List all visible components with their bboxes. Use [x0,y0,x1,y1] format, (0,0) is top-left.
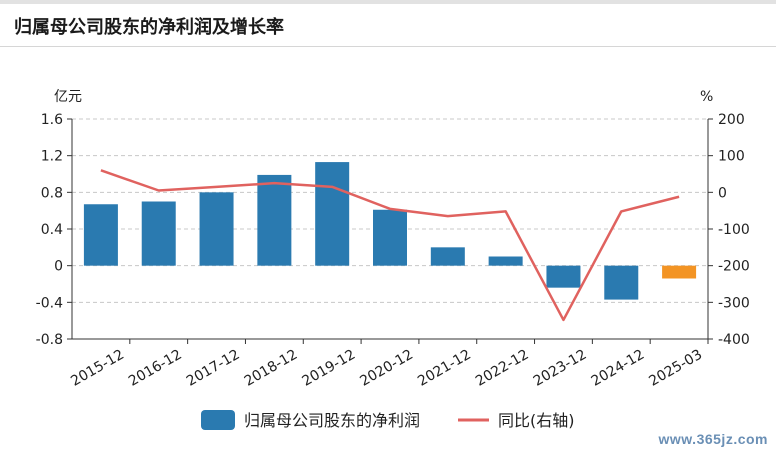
legend: 归属母公司股东的净利润 同比(右轴) [201,410,575,430]
x-tick-label: 2022-12 [473,347,532,390]
x-tick-label: 2017-12 [184,347,243,390]
top-bar [0,0,776,4]
bar [546,265,581,288]
left-tick-label: 1.6 [41,112,63,128]
bar [257,174,292,266]
x-tick-label: 2019-12 [300,347,359,390]
legend-bar-swatch [201,410,235,430]
right-axis-unit: % [700,89,713,105]
left-tick-label: 0.8 [41,185,63,201]
chart-title: 归属母公司股东的净利润及增长率 [14,17,284,38]
left-tick-label: 0 [54,259,63,275]
bar [373,209,407,266]
left-tick-label: 0.4 [41,222,63,238]
left-axis-unit: 亿元 [54,89,82,105]
bar [662,265,697,279]
right-tick-label: -200 [718,259,750,275]
bar [199,192,234,266]
bar-series [83,162,697,300]
x-tick-label: 2018-12 [242,347,301,390]
x-tick-label: 2023-12 [531,347,590,390]
bar [430,247,465,266]
right-tick-label: 0 [718,185,727,201]
right-tick-label: -300 [718,295,750,311]
x-tick-label: 2025-03 [646,347,705,390]
legend-line-label: 同比(右轴) [498,411,575,430]
watermark: www.365jz.com [658,431,768,447]
legend-bar-label: 归属母公司股东的净利润 [244,411,420,430]
bar [488,256,523,266]
x-tick-label: 2024-12 [589,347,648,390]
left-tick-label: 1.2 [41,149,63,165]
chart-header: 归属母公司股东的净利润及增长率 [0,4,776,47]
bar [83,204,118,266]
right-tick-label: -400 [718,332,750,348]
left-tick-label: -0.8 [36,332,63,348]
right-tick-label: 100 [718,149,745,165]
x-tick-label: 2015-12 [68,347,127,390]
bar [604,265,639,300]
x-tick-label: 2021-12 [415,347,474,390]
chart-svg: -0.8 -0.4 0 0.4 0.8 1.2 1.6 -400 -300 -200 -100 0 10… [36,89,750,430]
left-tick-label: -0.4 [36,295,63,311]
bar [315,162,350,266]
line-series [100,169,680,322]
right-tick-label: -100 [718,222,750,238]
right-tick-label: 200 [718,112,745,128]
x-tick-label: 2016-12 [126,347,185,390]
bar [141,201,176,266]
x-tick-label: 2020-12 [357,347,416,390]
